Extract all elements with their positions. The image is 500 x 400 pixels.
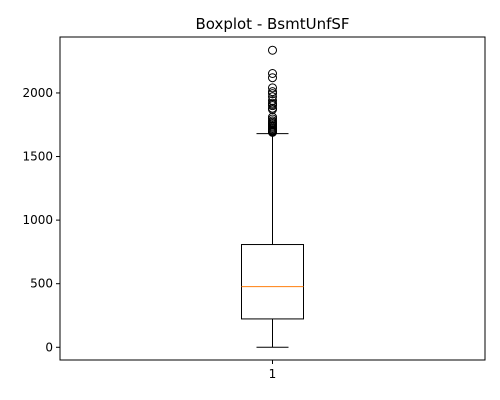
outlier-point — [268, 73, 277, 83]
outlier-point — [268, 68, 277, 78]
interquartile-box — [241, 244, 304, 320]
axes: 0 500 1000 1500 2000 1 — [22, 36, 486, 381]
outlier-point — [268, 83, 277, 93]
outlier-point — [268, 92, 277, 102]
outlier-point — [268, 45, 277, 55]
plot-area — [241, 45, 304, 348]
outlier-point — [268, 96, 277, 106]
chart-title: Boxplot - BsmtUnfSF — [195, 15, 349, 33]
y-tick-label: 1000 — [22, 213, 53, 227]
outlier-point — [268, 98, 277, 108]
y-tick-label: 2000 — [22, 86, 53, 100]
y-tick-label: 1500 — [22, 150, 53, 164]
x-tick-label: 1 — [269, 367, 277, 381]
y-tick-label: 500 — [30, 277, 53, 291]
y-tick-label: 0 — [45, 340, 53, 354]
outlier-point — [268, 87, 277, 97]
